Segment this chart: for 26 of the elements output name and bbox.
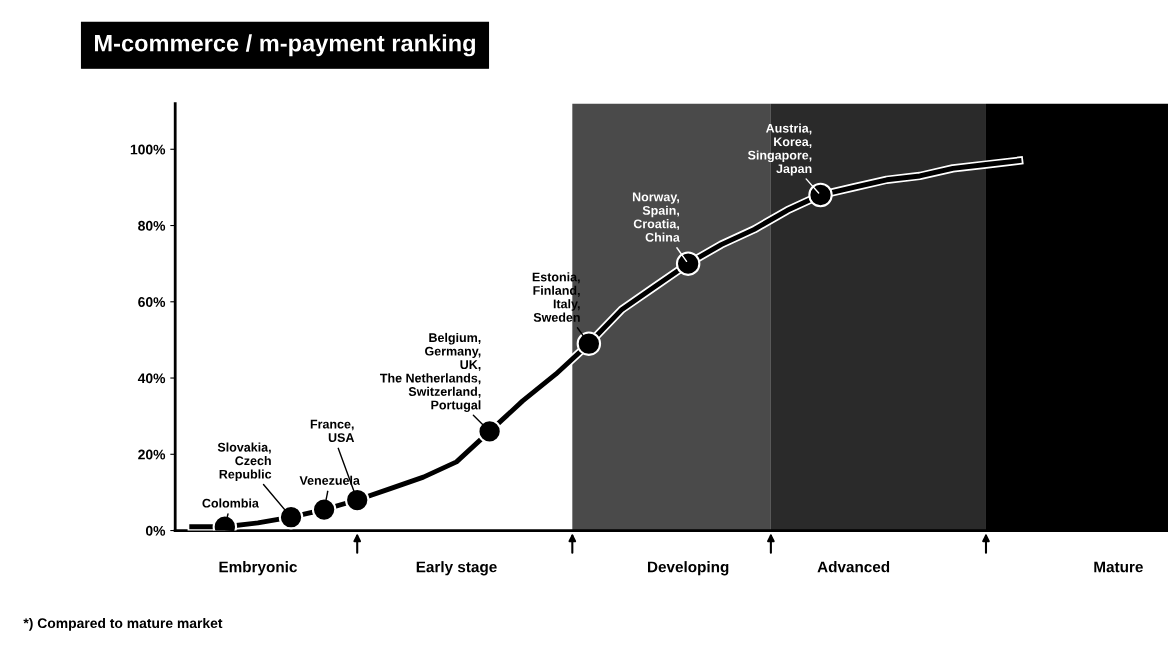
- y-tick-label: 60%: [138, 297, 166, 307]
- chart-title: M-commerce / m-payment ranking: [95, 34, 475, 57]
- point: [278, 504, 304, 530]
- y-tick-label: 100%: [130, 144, 166, 155]
- series-label: Austria, Korea, Singapore, Japan: [747, 123, 812, 176]
- point: [477, 419, 502, 444]
- text: Slovakia, Czech Republic: [217, 442, 272, 482]
- point: [675, 251, 701, 276]
- x-tick-label: Mature: [1094, 561, 1143, 573]
- y-tick-label: 0%: [145, 525, 166, 536]
- point: [808, 182, 833, 208]
- x-tick-label: Embryonic: [219, 561, 297, 576]
- point: [576, 331, 602, 356]
- x-tick-label: Developing: [648, 561, 729, 576]
- text: *) Compared to mature market: [23, 617, 223, 631]
- x-tick-label: Advanced: [817, 561, 890, 573]
- point: [344, 487, 370, 513]
- text: France, USA: [310, 419, 355, 443]
- y-tick-label: 80%: [138, 220, 166, 231]
- series-label: Norway, Spain, Croatia, China: [632, 192, 680, 242]
- y-tick-label: 40%: [137, 373, 166, 384]
- x-tick-label: Early stage: [416, 561, 497, 576]
- point: [311, 497, 337, 522]
- y-tick-label: 20%: [138, 449, 166, 460]
- series-label: Belgium, Germany, UK, The Netherlands, Switzerland, Portugal: [379, 332, 481, 412]
- series-label: Colombia: [202, 498, 259, 508]
